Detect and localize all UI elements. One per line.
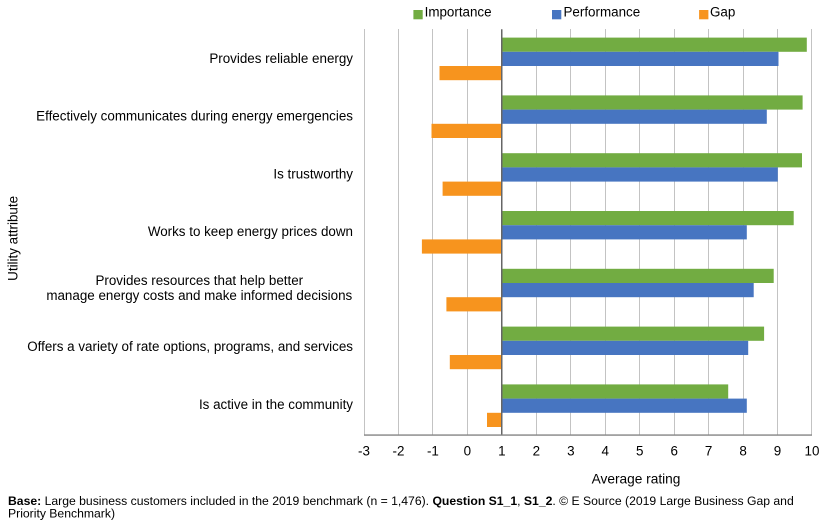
- svg-text:1: 1: [498, 443, 505, 458]
- svg-text:10: 10: [805, 443, 820, 458]
- svg-text:Performance: Performance: [564, 5, 641, 20]
- svg-text:Provides resources that help b: Provides resources that help better: [95, 273, 303, 288]
- svg-text:Works to keep energy prices do: Works to keep energy prices down: [148, 224, 353, 239]
- svg-text:Priority Benchmark): Priority Benchmark): [8, 507, 115, 521]
- svg-text:8: 8: [739, 443, 746, 458]
- svg-text:4: 4: [601, 443, 609, 458]
- svg-text:-3: -3: [358, 443, 370, 458]
- svg-text:9: 9: [774, 443, 781, 458]
- svg-text:3: 3: [567, 443, 574, 458]
- svg-text:manage energy costs and make i: manage energy costs and make informed de…: [46, 288, 352, 303]
- svg-text:2: 2: [533, 443, 540, 458]
- svg-text:-2: -2: [393, 443, 405, 458]
- svg-text:Offers a variety of rate optio: Offers a variety of rate options, progra…: [27, 339, 353, 354]
- svg-text:Base: Large business customers: Base: Large business customers included …: [8, 494, 794, 508]
- svg-text:5: 5: [636, 443, 643, 458]
- svg-text:7: 7: [705, 443, 712, 458]
- svg-text:Provides reliable energy: Provides reliable energy: [209, 51, 353, 66]
- svg-text:Is active in the community: Is active in the community: [199, 397, 353, 412]
- svg-text:Gap: Gap: [710, 5, 735, 20]
- svg-text:Effectively communicates durin: Effectively communicates during energy e…: [36, 109, 353, 124]
- svg-text:Importance: Importance: [425, 5, 492, 20]
- svg-text:0: 0: [464, 443, 471, 458]
- svg-text:Average rating: Average rating: [592, 472, 681, 487]
- svg-text:Is trustworthy: Is trustworthy: [273, 166, 353, 181]
- svg-text:Utility attribute: Utility attribute: [6, 196, 21, 281]
- svg-text:-1: -1: [427, 443, 439, 458]
- svg-text:6: 6: [670, 443, 677, 458]
